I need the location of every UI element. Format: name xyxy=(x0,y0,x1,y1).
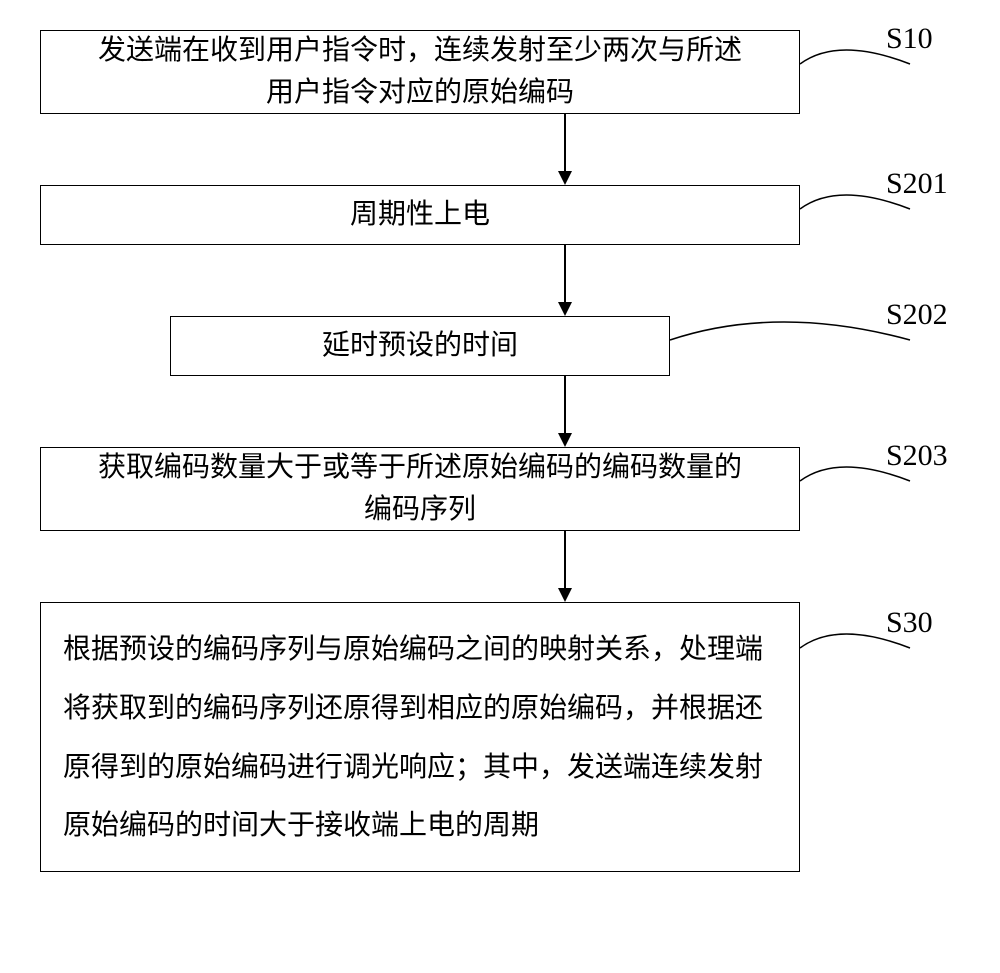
flow-row-s203: 获取编码数量大于或等于所述原始编码的编码数量的 编码序列 S203 xyxy=(40,447,960,531)
arrow-head-icon xyxy=(558,171,572,185)
arrow-s10-s201 xyxy=(315,114,815,185)
step-label-s203: S203 xyxy=(886,439,948,473)
step-label-s30: S30 xyxy=(886,606,933,640)
step-label-s202: S202 xyxy=(886,298,948,332)
box-text-s203: 获取编码数量大于或等于所述原始编码的编码数量的 编码序列 xyxy=(98,447,742,531)
arrow-head-icon xyxy=(558,433,572,447)
arrow-s203-s30 xyxy=(315,531,815,602)
box-text-s201: 周期性上电 xyxy=(350,194,490,236)
arrow-head-icon xyxy=(558,302,572,316)
box-text-s202: 延时预设的时间 xyxy=(322,325,518,367)
arrow-line xyxy=(564,376,566,434)
box-text-s10: 发送端在收到用户指令时，连续发射至少两次与所述 用户指令对应的原始编码 xyxy=(98,30,742,114)
step-label-s10: S10 xyxy=(886,22,933,56)
step-label-s201: S201 xyxy=(886,167,948,201)
arrow-line xyxy=(564,245,566,303)
arrow-line xyxy=(564,531,566,589)
arrow-s202-s203 xyxy=(315,376,815,447)
arrow-line xyxy=(564,114,566,172)
flow-box-s203: 获取编码数量大于或等于所述原始编码的编码数量的 编码序列 xyxy=(40,447,800,531)
flow-box-s202: 延时预设的时间 xyxy=(170,316,670,376)
flowchart-container: 发送端在收到用户指令时，连续发射至少两次与所述 用户指令对应的原始编码 S10 … xyxy=(40,30,960,872)
flow-row-s202: 延时预设的时间 S202 xyxy=(40,316,960,376)
box-text-s30: 根据预设的编码序列与原始编码之间的映射关系，处理端将获取到的编码序列还原得到相应… xyxy=(63,621,777,856)
flow-box-s201: 周期性上电 xyxy=(40,185,800,245)
arrow-head-icon xyxy=(558,588,572,602)
flow-row-s30: 根据预设的编码序列与原始编码之间的映射关系，处理端将获取到的编码序列还原得到相应… xyxy=(40,602,960,872)
arrow-s201-s202 xyxy=(315,245,815,316)
flow-row-s10: 发送端在收到用户指令时，连续发射至少两次与所述 用户指令对应的原始编码 S10 xyxy=(40,30,960,114)
flow-row-s201: 周期性上电 S201 xyxy=(40,185,960,245)
flow-box-s30: 根据预设的编码序列与原始编码之间的映射关系，处理端将获取到的编码序列还原得到相应… xyxy=(40,602,800,872)
flow-box-s10: 发送端在收到用户指令时，连续发射至少两次与所述 用户指令对应的原始编码 xyxy=(40,30,800,114)
